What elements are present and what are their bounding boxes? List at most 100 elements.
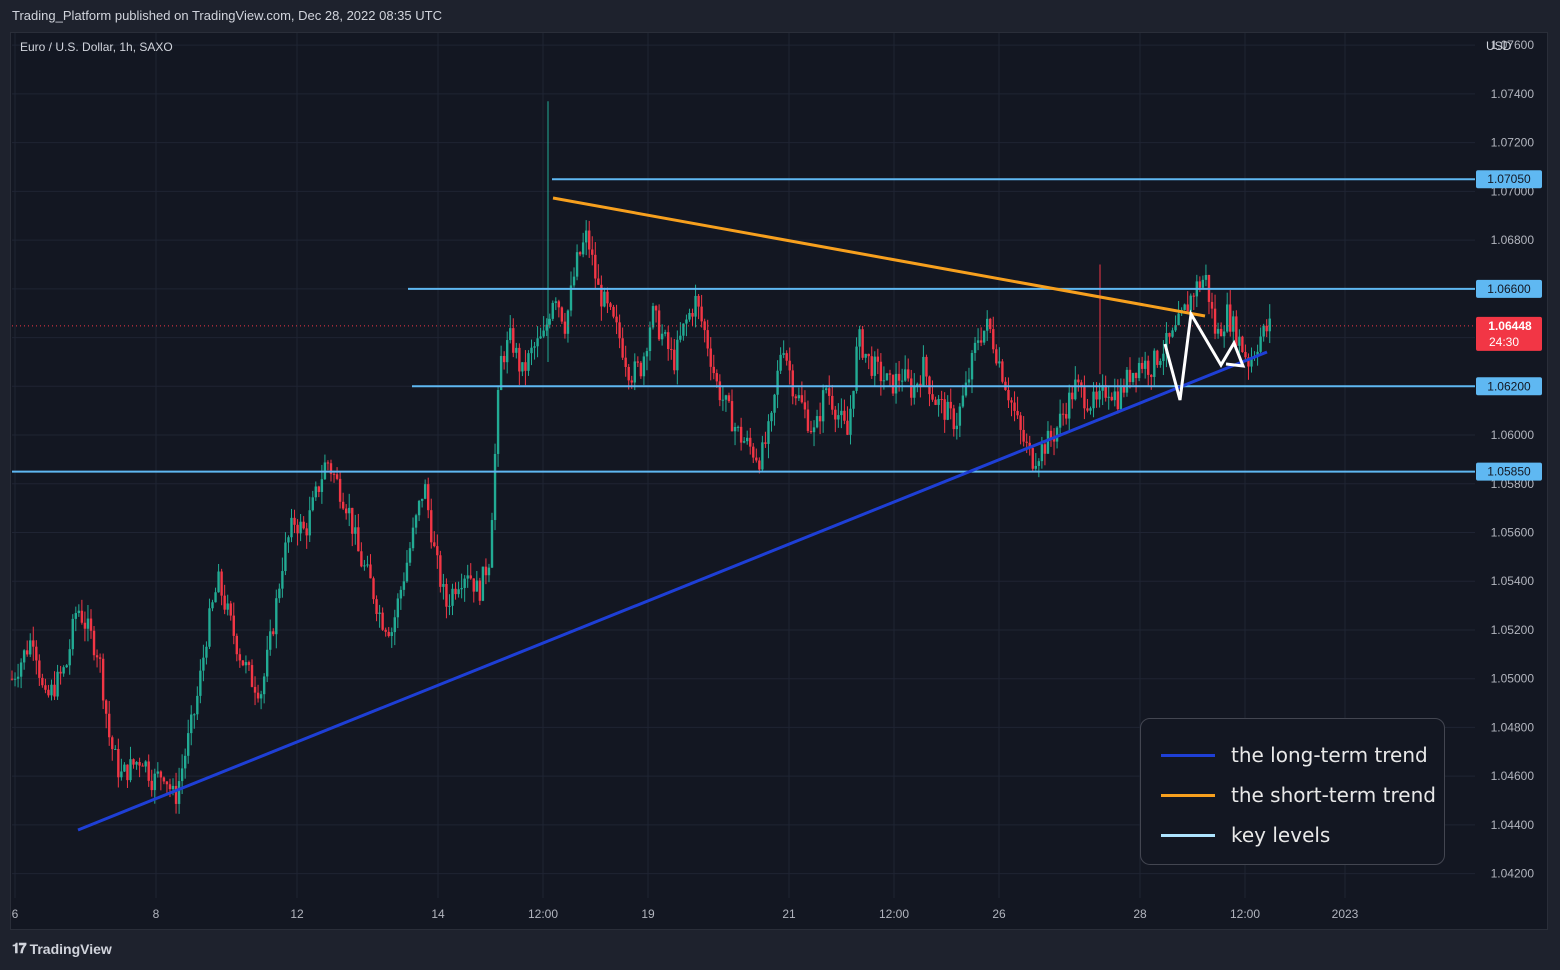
candle-body [223,595,226,610]
candle-body [123,764,126,772]
candle-body [1131,372,1135,383]
candle-body [390,632,393,636]
candle-body [156,771,160,774]
candle-body [111,737,114,750]
candle-body [907,369,910,379]
key-level-label: 1.05850 [1487,465,1531,479]
candle-body [712,366,715,374]
candle-body [53,684,56,697]
candle-body [120,771,123,778]
candle-body [1119,387,1123,410]
candle-body [232,615,235,636]
candle-body [1007,389,1010,401]
candle-body [1104,385,1107,398]
candle-body [594,254,597,279]
candle-body [314,486,317,498]
candle-body [545,324,548,331]
candle-body [1064,414,1068,419]
candle-body [80,610,84,623]
price-axis: 1.04200 1.04400 1.04600 1.04800 1.05000 1.052… [1476,38,1542,881]
candle-body [843,410,846,421]
candle-body [667,332,670,350]
candle-body [320,479,324,492]
candle-body [108,713,111,738]
trendline-short-term [552,196,1206,318]
candle-body [1165,333,1168,354]
candle-body [414,515,418,528]
candle-body [621,338,624,358]
candle-body [138,762,141,766]
legend-swatch-key-levels [1161,833,1215,837]
candle-body [888,373,892,375]
candle-body [1213,308,1217,334]
candle-body [864,353,867,358]
candle-body [837,415,840,420]
candle-body [736,426,740,428]
candle-body [812,427,816,433]
legend-label-short-term: the short-term trend [1231,783,1436,807]
candle-body [430,510,433,543]
candle-body [1177,313,1180,326]
candle-body [989,318,992,330]
candle-body [411,527,415,549]
candle-body [357,527,360,552]
candle-body [992,329,995,350]
candle-body [900,380,904,382]
candle-body [551,302,554,319]
symbol-label: Euro / U.S. Dollar, 1h, SAXO [20,40,173,54]
candle-body [1046,430,1050,454]
candle-body [615,316,618,323]
candle-body [630,380,633,383]
candle-body [235,635,239,655]
candle-body [29,640,32,655]
candle-body [16,676,20,679]
candle-body [256,692,260,699]
x-tick-label: 21 [782,907,796,921]
candle-body [202,657,205,671]
candle-body [581,242,585,255]
candle-body [527,353,530,371]
candle-body [1086,408,1089,411]
candle-body [38,660,41,678]
candle-body [472,578,475,592]
candle-body [739,426,743,443]
candle-body [1250,358,1253,367]
last-price-label: 1.06448 [1488,319,1532,333]
candle-body [344,508,348,514]
candle-body [673,349,676,371]
candle-body [196,695,199,715]
candle-body [296,524,299,534]
candle-body [797,395,801,399]
candle-body [332,473,336,475]
candle-body [208,608,211,647]
candle-body [1022,429,1025,442]
candle-body [785,353,788,361]
candle-body [1049,430,1053,439]
candle-body [794,396,798,399]
candle-body [919,383,922,386]
candle-body [442,584,445,587]
candle-body [934,399,937,405]
candle-body [603,291,606,307]
candle-body [387,631,390,636]
candle-body [335,474,339,479]
candle-body [885,373,889,381]
candle-body [509,328,512,341]
tradingview-brand[interactable]: 𝟏𝟕 TradingView [12,940,112,957]
candle-body [651,306,655,328]
candle-body [1098,390,1101,400]
candle-body [648,327,652,352]
y-tick-label: 1.05600 [1491,526,1535,540]
candle-body [62,667,65,674]
candle-body [92,630,96,656]
candle-body [317,486,321,492]
candle-body [828,388,831,396]
candle-body [645,351,649,357]
candle-body [916,383,919,387]
candle-body [867,353,870,357]
y-tick-label: 1.07400 [1491,87,1535,101]
candle-body [1134,372,1138,379]
candle-body [451,588,454,606]
candle-body [278,588,281,599]
